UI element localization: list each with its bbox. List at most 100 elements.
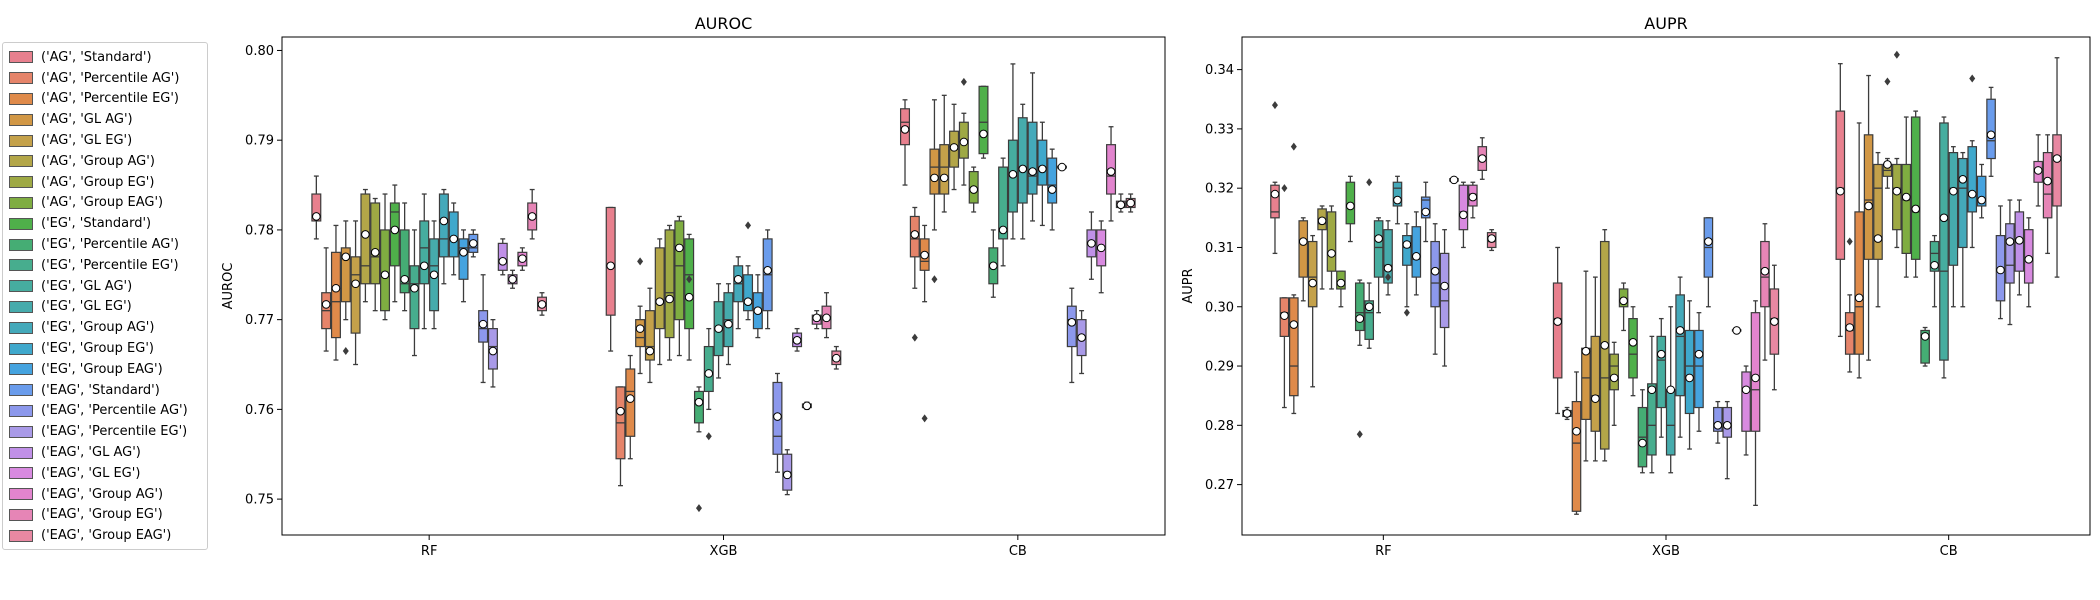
box-xgb-10 xyxy=(1647,335,1657,474)
box-rect xyxy=(1920,329,1930,364)
legend-item: ('EAG', 'GL EG') xyxy=(3,463,207,484)
mean-marker xyxy=(2024,255,2034,264)
box-rect xyxy=(1628,318,1638,379)
mean-marker xyxy=(1949,186,1958,196)
mean-marker xyxy=(1477,154,1487,163)
box-cb-10 xyxy=(1929,234,1940,308)
outlier-marker xyxy=(695,504,702,513)
box-xgb-0 xyxy=(605,206,616,352)
box-rect xyxy=(1354,282,1365,332)
y-tick-label: 0.34 xyxy=(1205,63,1234,78)
chart-aupr: AUPR AUPR 0.27 0.28 0.29 0.30 0.31 0.32 0.33 0.34… xyxy=(1181,14,2091,559)
mean-marker xyxy=(1308,278,1317,288)
x-tick-label: RF xyxy=(421,544,438,559)
outlier-marker xyxy=(931,275,938,284)
mean-marker xyxy=(1911,204,1920,214)
mean-marker xyxy=(959,137,969,147)
box-xgb-4 xyxy=(644,287,655,384)
legend-item: ('EAG', 'Group EG') xyxy=(3,505,207,526)
mean-marker xyxy=(1346,201,1355,211)
outlier-marker xyxy=(637,257,644,266)
box-cb-13 xyxy=(1957,151,1968,308)
y-tick-label: 0.33 xyxy=(1205,122,1234,137)
mean-marker xyxy=(1270,189,1280,199)
box-rf-5 xyxy=(1317,205,1327,290)
mean-marker xyxy=(1374,234,1383,243)
mean-marker xyxy=(1336,278,1346,288)
mean-marker xyxy=(1741,385,1751,395)
mean-marker xyxy=(1845,323,1855,332)
box-rect xyxy=(1656,335,1667,409)
mean-marker xyxy=(2005,237,2015,246)
box-cb-3 xyxy=(1863,74,1874,361)
mean-marker xyxy=(1468,192,1478,202)
legend-item: ('EG', 'GL EG') xyxy=(3,297,207,318)
box-rect xyxy=(1873,163,1883,260)
box-rf-2 xyxy=(1289,142,1299,415)
box-rect xyxy=(389,202,400,267)
y-tick-label: 0.31 xyxy=(1205,241,1234,256)
mean-marker xyxy=(724,319,733,329)
mean-marker xyxy=(1355,314,1365,323)
mean-marker xyxy=(675,243,684,253)
box-rf-4 xyxy=(1307,234,1318,388)
box-rect xyxy=(1411,226,1422,278)
mean-marker xyxy=(312,212,321,221)
legend-item: ('EG', 'Group EG') xyxy=(3,338,207,359)
box-xgb-21 xyxy=(1750,300,1761,507)
box-rect xyxy=(438,193,449,258)
mean-marker xyxy=(969,185,978,194)
mean-marker xyxy=(1836,186,1845,196)
box-rect xyxy=(1665,389,1676,456)
box-rect xyxy=(674,220,685,321)
mean-marker xyxy=(331,283,341,293)
mean-marker xyxy=(1038,164,1047,174)
legend-item: ('EG', 'Standard') xyxy=(3,213,207,234)
legend-item: ('AG', 'GL EG') xyxy=(3,130,207,151)
mean-marker xyxy=(2052,154,2062,163)
mean-marker xyxy=(1751,373,1760,383)
box-xgb-15 xyxy=(752,274,763,339)
box-rect xyxy=(1892,163,1902,231)
box-xgb-15 xyxy=(1694,312,1704,432)
mean-marker xyxy=(1760,266,1770,276)
box-xgb-20 xyxy=(1741,365,1751,456)
box-cb-12 xyxy=(1948,146,1959,308)
box-rf-21 xyxy=(1468,181,1478,219)
box-rf-9 xyxy=(399,202,410,312)
box-cb-17 xyxy=(1066,287,1077,384)
box-xgb-23 xyxy=(1769,264,1780,391)
mean-marker xyxy=(1393,195,1402,205)
legend-swatch xyxy=(9,196,33,209)
legend-label: ('EG', 'Group EG') xyxy=(41,341,154,357)
legend-label: ('AG', 'GL AG') xyxy=(41,112,133,128)
mean-marker xyxy=(1591,394,1600,403)
box-rf-9 xyxy=(1354,279,1365,439)
box-rect xyxy=(360,193,371,285)
box-rect xyxy=(1402,235,1412,266)
box-xgb-19 xyxy=(792,327,803,352)
mean-marker xyxy=(704,369,714,378)
box-cb-23 xyxy=(2052,57,2062,278)
box-xgb-17 xyxy=(772,372,783,473)
mean-marker xyxy=(478,319,488,329)
box-rf-3 xyxy=(340,220,351,356)
y-axis-label: AUROC xyxy=(221,263,236,310)
y-tick-label: 0.75 xyxy=(245,493,274,508)
box-cb-18 xyxy=(2005,199,2015,326)
box-xgb-12 xyxy=(723,283,734,366)
mean-marker xyxy=(773,412,782,421)
mean-marker xyxy=(1967,189,1977,199)
legend-label: ('EAG', 'Group AG') xyxy=(41,486,164,502)
legend-label: ('EG', 'Percentile AG') xyxy=(41,237,179,253)
legend-swatch xyxy=(9,300,33,313)
mean-marker xyxy=(361,230,370,239)
box-xgb-3 xyxy=(635,257,646,375)
box-xgb-16 xyxy=(762,229,773,330)
x-tick-label: CB xyxy=(1009,544,1027,559)
mean-marker xyxy=(1553,317,1562,326)
legend-item: ('EG', 'Group AG') xyxy=(3,317,207,338)
legend-swatch xyxy=(9,113,33,126)
box-rf-2 xyxy=(330,224,341,361)
